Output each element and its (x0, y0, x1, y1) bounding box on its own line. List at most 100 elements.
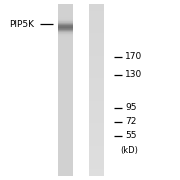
Bar (58, 14, 73, 15)
Bar (58, 159, 73, 160)
Bar (58, 123, 73, 124)
Bar (58, 79, 73, 80)
Bar (58, 57, 73, 58)
Bar (58, 5, 73, 6)
Bar (89, 163, 104, 164)
Bar (89, 168, 104, 169)
Bar (89, 133, 104, 134)
Bar (58, 23, 73, 24)
Bar (89, 91, 104, 92)
Bar (58, 164, 73, 165)
Bar (89, 70, 104, 71)
Bar (89, 52, 104, 53)
Bar (89, 147, 104, 148)
Bar (58, 52, 73, 53)
Bar (89, 4, 104, 5)
Bar (89, 57, 104, 58)
Bar (89, 54, 104, 55)
Bar (58, 148, 73, 149)
Bar (89, 41, 104, 42)
Bar (58, 134, 73, 135)
Bar (58, 88, 73, 89)
Bar (89, 145, 104, 146)
Bar (58, 132, 73, 133)
Bar (89, 127, 104, 128)
Bar (58, 49, 73, 50)
Bar (89, 27, 104, 28)
Bar (58, 106, 73, 107)
Bar (58, 13, 73, 14)
Bar (58, 156, 73, 157)
Bar (58, 151, 73, 152)
Bar (58, 20, 73, 21)
Bar (58, 55, 73, 56)
Bar (89, 50, 104, 51)
Bar (58, 168, 73, 169)
Bar (89, 171, 104, 172)
Bar (89, 62, 104, 63)
Bar (58, 135, 73, 136)
Bar (58, 16, 73, 17)
Bar (58, 36, 73, 37)
Bar (58, 100, 73, 101)
Bar (58, 58, 73, 59)
Bar (89, 24, 104, 25)
Bar (89, 39, 104, 40)
Bar (58, 150, 73, 151)
Bar (89, 119, 104, 120)
Bar (58, 7, 73, 8)
Bar (58, 113, 73, 114)
Bar (58, 46, 73, 47)
Bar (89, 139, 104, 140)
Bar (58, 15, 73, 16)
Bar (58, 19, 73, 20)
Bar (89, 77, 104, 78)
Bar (89, 73, 104, 74)
Bar (58, 86, 73, 87)
Bar (89, 164, 104, 165)
Bar (89, 12, 104, 13)
Bar (58, 119, 73, 120)
Bar (58, 60, 73, 61)
Bar (89, 111, 104, 112)
Bar (89, 58, 104, 59)
Bar (58, 67, 73, 68)
Bar (89, 128, 104, 129)
Bar (89, 174, 104, 175)
Bar (58, 101, 73, 102)
Bar (58, 61, 73, 62)
Bar (89, 69, 104, 70)
Bar (89, 101, 104, 102)
Bar (89, 74, 104, 75)
Bar (89, 107, 104, 108)
Bar (89, 149, 104, 150)
Bar (58, 89, 73, 90)
Bar (89, 117, 104, 118)
Bar (58, 147, 73, 148)
Bar (89, 153, 104, 154)
Bar (89, 76, 104, 77)
Bar (89, 137, 104, 138)
Bar (58, 146, 73, 147)
Bar (58, 115, 73, 116)
Bar (58, 62, 73, 63)
Bar (89, 108, 104, 109)
Bar (89, 154, 104, 155)
Bar (89, 51, 104, 52)
Bar (58, 31, 73, 32)
Bar (58, 72, 73, 73)
Bar (58, 9, 73, 10)
Bar (58, 161, 73, 162)
Bar (58, 48, 73, 49)
Bar (89, 123, 104, 124)
Bar (89, 49, 104, 50)
Bar (58, 124, 73, 125)
Bar (89, 103, 104, 104)
Bar (58, 172, 73, 173)
Text: 95: 95 (125, 103, 137, 112)
Bar (58, 81, 73, 82)
Bar (89, 17, 104, 18)
Bar (89, 75, 104, 76)
Bar (89, 125, 104, 126)
Bar (58, 163, 73, 164)
